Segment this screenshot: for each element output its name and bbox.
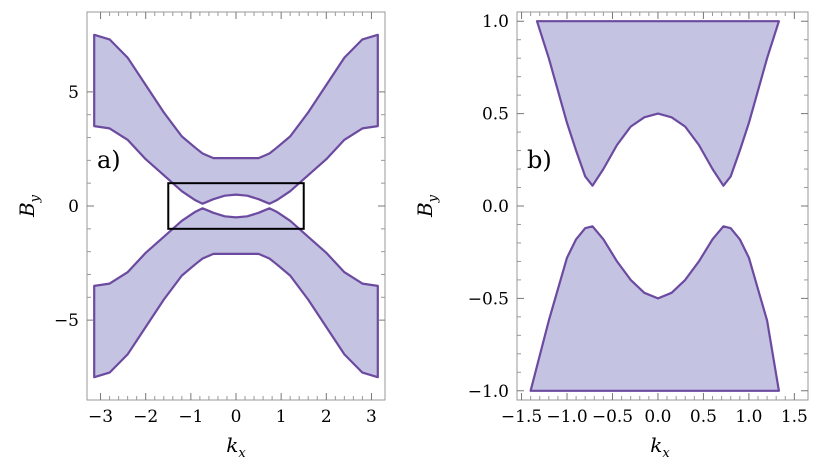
x-axis-label-a-main: k	[226, 433, 238, 457]
panel-a-xtick-label: −3	[88, 407, 113, 427]
y-axis-label-a-subscript: y	[28, 194, 43, 203]
panel-b-xtick-label: 1.0	[735, 407, 762, 427]
x-axis-label-b-subscript: x	[662, 446, 670, 461]
x-axis-label-a: kx	[226, 433, 246, 461]
panel-b-ytick-label: 0.5	[482, 105, 509, 125]
y-axis-label-a: By	[15, 194, 43, 218]
panel-a-ytick-label: 5	[68, 83, 79, 103]
x-axis-label-a-subscript: x	[238, 446, 246, 461]
panel-b-ytick-label: −1.0	[468, 382, 509, 402]
panel-a-xtick-label: −2	[133, 407, 158, 427]
panel-b-xtick-label: −1.5	[501, 407, 542, 427]
lower-region	[529, 225, 780, 392]
panel-b-xtick-label: 1.5	[781, 407, 808, 427]
y-axis-label-b-main: B	[413, 202, 437, 218]
panel-a-xtick-label: 3	[366, 407, 377, 427]
panel-b-xtick-label: 0.5	[690, 407, 717, 427]
panel-b-xtick-label: −1.0	[546, 407, 587, 427]
x-axis-label-b: kx	[650, 433, 670, 461]
y-axis-label-b-subscript: y	[426, 194, 441, 203]
panel-a-xtick-label: 2	[321, 407, 332, 427]
panel-b-ytick-label: 0.0	[482, 197, 509, 217]
panel-label-a: a)	[97, 146, 121, 174]
panel-b: −1.5 −1.0 −0.5 0.0 0.5 1.0 1.5−1.0−0.50.00.51.…	[413, 11, 809, 461]
panel-a-xtick-label: −1	[178, 407, 203, 427]
panel-a-ytick-label: −5	[54, 311, 79, 331]
upper-band	[93, 33, 379, 205]
panel-a: −3 −2 −1 0 1 2 3 −5 0 5 a) kx By	[15, 11, 386, 461]
y-axis-label-b: By	[413, 194, 441, 218]
panel-a-ytick-label: 0	[68, 197, 79, 217]
panel-a-xtick-label: 0	[231, 407, 242, 427]
panel-a-xtick-label: 1	[276, 407, 287, 427]
panel-b-ytick-label: 1.0	[482, 12, 509, 32]
panel-b-xtick-label: 0.0	[644, 407, 671, 427]
y-axis-label-a-main: B	[15, 202, 39, 218]
panel-b-ytick-label: −0.5	[468, 289, 509, 309]
x-axis-label-b-main: k	[650, 433, 662, 457]
lower-band	[93, 207, 379, 379]
upper-region	[535, 20, 780, 187]
panel-label-b: b)	[527, 146, 552, 174]
zoom-box	[167, 182, 305, 230]
panel-b-xtick-label: −0.5	[592, 407, 633, 427]
